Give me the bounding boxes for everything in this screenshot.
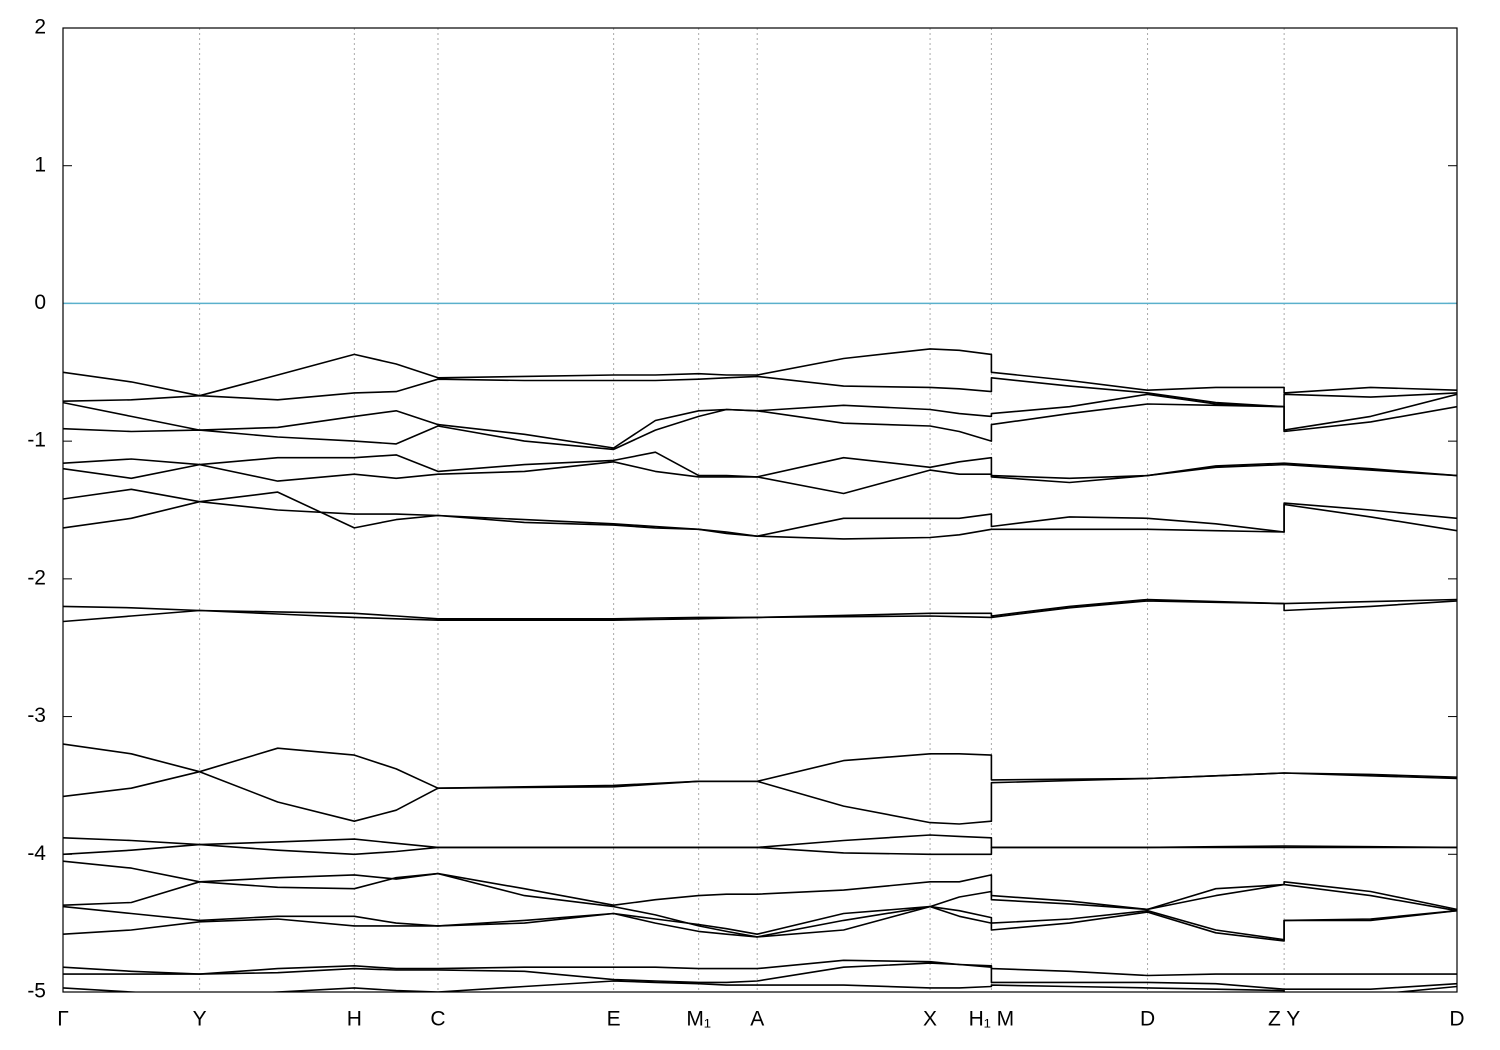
- y-tick-label: 2: [34, 16, 46, 39]
- y-tick-label: -3: [27, 704, 46, 727]
- x-tick-label: X: [923, 1008, 937, 1031]
- band-line: [63, 393, 1457, 449]
- y-tick-label: -1: [27, 429, 46, 452]
- band-line: [63, 860, 1457, 911]
- band-line: [63, 959, 1457, 977]
- band-line: [63, 905, 1457, 942]
- x-tick-label: Z Y: [1268, 1008, 1300, 1031]
- x-tick-label: A: [750, 1008, 764, 1031]
- band-line: [63, 461, 1457, 495]
- bands: [63, 302, 1457, 992]
- band-line: [63, 600, 1457, 623]
- x-tick-label: M₁: [686, 1008, 711, 1031]
- band-line: [63, 872, 1457, 938]
- band-line: [63, 905, 1457, 941]
- y-tick-label: 1: [34, 153, 46, 176]
- plot-frame: [62, 27, 1458, 993]
- x-tick-label: H: [347, 1008, 362, 1031]
- x-tick-label: D: [1449, 1008, 1464, 1031]
- tick-labels: -5 -4 -3 -2 -1 0 1 2 Γ Y H C E M₁ A X H₁ M D Z Y D: [27, 16, 1464, 1031]
- band-line: [63, 348, 1457, 397]
- x-tick-label: H₁ M: [969, 1008, 1015, 1031]
- band-line: [63, 834, 1457, 849]
- x-tick-label: E: [607, 1008, 621, 1031]
- band-line: [63, 770, 1457, 825]
- y-tick-label: -5: [27, 980, 46, 1003]
- y-tick-label: -2: [27, 566, 46, 589]
- band-line: [63, 403, 1457, 451]
- band-line: [63, 488, 1457, 537]
- y-tick-label: 0: [34, 291, 46, 314]
- band-line: [63, 843, 1457, 856]
- band-line: [63, 962, 1457, 990]
- band-line: [63, 980, 1457, 992]
- y-tick-label: -4: [27, 842, 46, 865]
- band-line: [63, 491, 1457, 540]
- x-tick-label: C: [430, 1008, 445, 1031]
- x-tick-label: D: [1140, 1008, 1155, 1031]
- x-tick-label: Y: [193, 1008, 207, 1031]
- x-tick-label: Γ: [57, 1008, 69, 1031]
- band-line: [63, 375, 1457, 408]
